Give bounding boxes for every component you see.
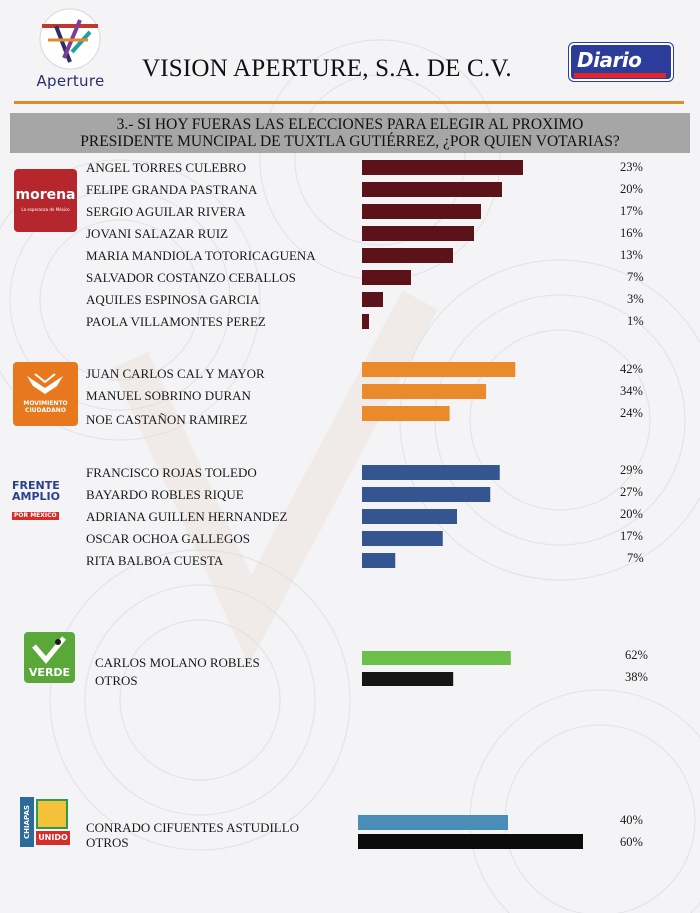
candidate-label: ANGEL TORRES CULEBRO [86,160,247,175]
company-name: VISION APERTURE, S.A. DE C.V. [142,55,512,82]
chiapas-unido-logo: CHIAPAS UNIDO [20,797,70,847]
percent-label: 40% [620,813,643,827]
percent-label: 42% [620,362,643,376]
candidate-label: SERGIO AGUILAR RIVERA [86,204,246,219]
candidate-label: CONRADO CIFUENTES ASTUDILLO [86,820,300,835]
bar-frente-4 [362,553,396,568]
question-banner: 3.- SI HOY FUERAS LAS ELECCIONES PARA EL… [10,113,690,153]
percent-label: 23% [620,160,643,174]
percent-label: 27% [620,485,643,499]
candidate-label: PAOLA VILLAMONTES PEREZ [86,314,266,329]
percent-label: 17% [620,529,643,543]
aperture-emblem-icon [39,8,101,70]
aperture-logo: Aperture [28,6,113,100]
bar-morena-1 [362,182,502,197]
morena-logo-text: morena [15,187,76,203]
bar-morena-7 [362,314,369,329]
percent-label: 24% [620,406,643,420]
percent-label: 38% [625,670,648,684]
percent-label: 34% [620,384,643,398]
mc-logo-text: MOVIMIENTO CIUDADANO [23,400,68,414]
candidate-label: SALVADOR COSTANZO CEBALLOS [86,270,296,285]
bar-morena-2 [362,204,481,219]
percent-label: 1% [627,314,644,328]
percent-label: 29% [620,463,643,477]
morena-tagline: La esperanza de México [21,207,70,212]
eagle-icon [27,373,63,394]
candidate-label: FRANCISCO ROJAS TOLEDO [86,465,257,480]
percent-label: 62% [625,648,648,662]
logo-text: Aperture [36,72,105,90]
frente-line-1: FRENTE [12,479,60,492]
frente-line-3: POR MÉXICO [12,512,59,520]
diario-stripe [574,73,666,78]
candidate-label: JUAN CARLOS CAL Y MAYOR [86,366,265,381]
percent-label: 60% [620,835,643,849]
toucan-check-icon [32,636,66,664]
frente-amplio-logo: FRENTE AMPLIO POR MÉXICO [12,479,70,520]
bar-chiapas_unido-1 [358,834,583,849]
question-line-1: 3.- SI HOY FUERAS LAS ELECCIONES PARA EL… [116,116,584,133]
candidate-label: RITA BALBOA CUESTA [86,553,224,568]
frente-line-2: AMPLIO [12,490,60,503]
unido-text: UNIDO [36,831,70,845]
bar-morena-0 [362,160,523,175]
percent-label: 20% [620,507,643,521]
chiapas-emblem-icon [36,799,68,829]
bar-morena-4 [362,248,453,263]
header: Aperture VISION APERTURE, S.A. DE C.V. D… [0,0,700,108]
percent-label: 7% [627,270,644,284]
bar-verde-1 [362,672,454,686]
bar-frente-3 [362,531,443,546]
candidate-label: BAYARDO ROBLES RIQUE [86,487,244,502]
bar-frente-2 [362,509,457,524]
candidate-label: OTROS [86,835,129,850]
candidate-label: CARLOS MOLANO ROBLES [95,655,260,670]
bar-morena-5 [362,270,411,285]
bar-mc-0 [362,362,516,377]
candidate-label: FELIPE GRANDA PASTRANA [86,182,258,197]
bar-mc-1 [362,384,487,399]
diario-text: Diario [577,48,642,72]
candidate-label: JOVANI SALAZAR RUIZ [86,226,229,241]
bar-frente-0 [362,465,500,480]
bar-verde-0 [362,651,511,665]
bar-morena-3 [362,226,474,241]
candidate-label: ADRIANA GUILLEN HERNANDEZ [86,509,288,524]
percent-label: 17% [620,204,643,218]
bar-chiapas_unido-0 [358,815,508,830]
percent-label: 7% [627,551,644,565]
verde-logo: VERDE [24,632,75,683]
candidate-label: MARIA MANDIOLA TOTORICAGUENA [86,248,316,263]
candidate-label: AQUILES ESPINOSA GARCIA [86,292,260,307]
candidate-label: MANUEL SOBRINO DURAN [86,388,251,403]
verde-logo-text: VERDE [28,666,71,679]
diario-logo: Diario [569,43,673,81]
percent-label: 20% [620,182,643,196]
question-line-2: PRESIDENTE MUNCIPAL DE TUXTLA GUTIÉRREZ,… [80,133,620,150]
percent-label: 16% [620,226,643,240]
percent-label: 13% [620,248,643,262]
candidate-label: NOE CASTAÑON RAMIREZ [86,412,248,427]
bar-mc-2 [362,406,450,421]
header-divider [14,101,684,104]
candidate-label: OSCAR OCHOA GALLEGOS [86,531,250,546]
candidate-label: OTROS [95,673,138,688]
movimiento-ciudadano-logo: MOVIMIENTO CIUDADANO [13,362,78,426]
bar-frente-1 [362,487,491,502]
bar-morena-6 [362,292,383,307]
morena-logo: morena La esperanza de México [14,169,77,232]
percent-label: 3% [627,292,644,306]
